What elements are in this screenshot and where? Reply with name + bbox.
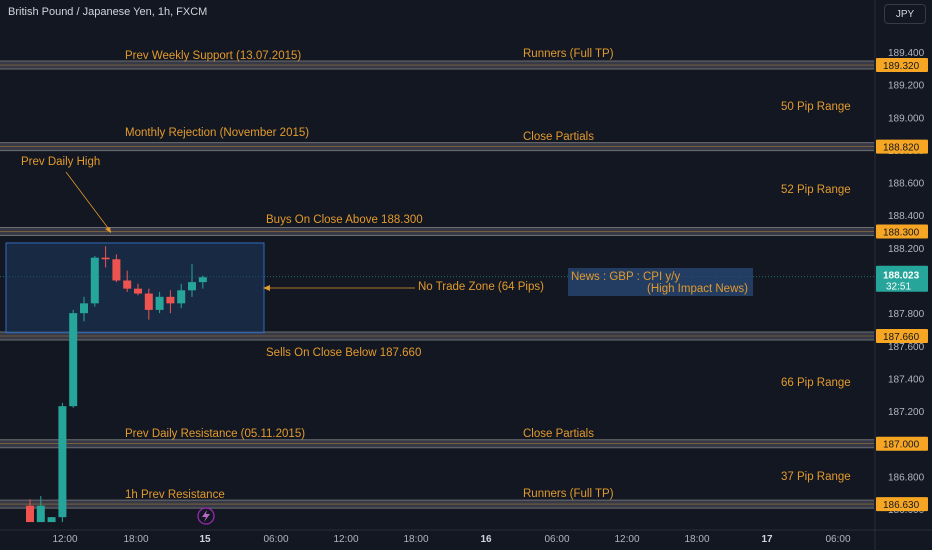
- time-tick-label: 18:00: [403, 534, 428, 545]
- annotation-pip-range-37[interactable]: 37 Pip Range: [781, 471, 851, 483]
- candle-body[interactable]: [26, 505, 34, 523]
- annotation-1h-prev-resistance[interactable]: 1h Prev Resistance: [125, 489, 225, 501]
- annotation-sells-on-close[interactable]: Sells On Close Below 187.660: [266, 347, 421, 359]
- time-tick-label: 12:00: [333, 534, 358, 545]
- price-level-tag-label: 187.660: [883, 332, 920, 343]
- news-title[interactable]: News : GBP : CPI y/y: [571, 271, 680, 283]
- time-tick-label: 06:00: [825, 534, 850, 545]
- candle-body[interactable]: [134, 288, 142, 294]
- candle-body[interactable]: [198, 277, 207, 283]
- time-tick-label: 18:00: [684, 534, 709, 545]
- annotation-pip-range-50[interactable]: 50 Pip Range: [781, 101, 851, 113]
- candle-body[interactable]: [90, 257, 99, 304]
- news-subtitle[interactable]: (High Impact News): [647, 283, 748, 295]
- candle-body[interactable]: [112, 259, 121, 281]
- annotation-pip-range-52[interactable]: 52 Pip Range: [781, 184, 851, 196]
- no-trade-zone-box[interactable]: [5, 242, 265, 334]
- annotation-runners-top[interactable]: Runners (Full TP): [523, 48, 614, 60]
- lightning-icon[interactable]: [197, 507, 215, 525]
- candle-body[interactable]: [177, 290, 186, 304]
- price-level-tag-label: 189.320: [883, 61, 920, 72]
- news-box[interactable]: [568, 268, 753, 296]
- price-level-tag-label: 187.000: [883, 440, 920, 451]
- candle-body[interactable]: [123, 280, 132, 289]
- price-level-tag: [876, 58, 928, 73]
- candle-body[interactable]: [80, 303, 88, 314]
- price-level-tag: [876, 436, 928, 451]
- prev-daily-high-arrow: [65, 171, 112, 233]
- price-tick-label: 187.600: [888, 342, 925, 353]
- price-tick-label: 189.200: [888, 81, 925, 92]
- price-level-tag: [876, 139, 928, 154]
- arrow-head-icon: [105, 227, 111, 233]
- price-tick-label: 187.800: [888, 309, 925, 320]
- time-tick-label: 12:00: [52, 534, 77, 545]
- price-tick-label: 187.200: [888, 407, 925, 418]
- annotation-buys-on-close[interactable]: Buys On Close Above 188.300: [266, 214, 423, 226]
- time-tick-label: 17: [761, 534, 773, 545]
- currency-button[interactable]: JPY: [884, 4, 926, 24]
- price-level-tag-label: 188.300: [883, 228, 920, 239]
- annotation-pip-range-66[interactable]: 66 Pip Range: [781, 377, 851, 389]
- annotation-close-partials-top[interactable]: Close Partials: [523, 131, 594, 143]
- price-level-tag: [876, 497, 928, 512]
- lightning-bolt-icon: [202, 510, 210, 522]
- annotation-prev-weekly-support[interactable]: Prev Weekly Support (13.07.2015): [125, 50, 301, 62]
- price-tick-label: 188.600: [888, 179, 925, 190]
- time-tick-label: 18:00: [123, 534, 148, 545]
- time-tick-label: 16: [480, 534, 492, 545]
- time-tick-label: 06:00: [263, 534, 288, 545]
- candle-body[interactable]: [144, 293, 153, 310]
- candle-body[interactable]: [58, 406, 67, 518]
- candle-body[interactable]: [188, 282, 196, 291]
- price-tick-label: 189.400: [888, 48, 925, 59]
- arrow-head-icon: [263, 285, 270, 291]
- candle-body[interactable]: [166, 296, 175, 304]
- price-tick-label: 189.000: [888, 113, 925, 124]
- time-tick-label: 06:00: [544, 534, 569, 545]
- annotation-monthly-rejection[interactable]: Monthly Rejection (November 2015): [125, 127, 309, 139]
- annotation-close-partials-bottom[interactable]: Close Partials: [523, 428, 594, 440]
- candle-body[interactable]: [155, 296, 164, 310]
- annotation-prev-daily-resistance[interactable]: Prev Daily Resistance (05.11.2015): [125, 428, 305, 440]
- current-price-tag: [876, 265, 928, 292]
- annotation-runners-bottom[interactable]: Runners (Full TP): [523, 488, 614, 500]
- price-tick-label: 188.400: [888, 211, 925, 222]
- price-level-tag-label: 188.820: [883, 143, 920, 154]
- candle-body[interactable]: [101, 257, 110, 260]
- price-level-tag-label: 186.630: [883, 500, 920, 511]
- price-level-tag: [876, 328, 928, 343]
- countdown-label: 32:51: [886, 282, 911, 293]
- price-tick-label: 188.200: [888, 244, 925, 255]
- candle-body[interactable]: [69, 313, 78, 407]
- candle-body[interactable]: [36, 505, 45, 523]
- price-tick-label: 187.400: [888, 374, 925, 385]
- annotation-prev-daily-high[interactable]: Prev Daily High: [21, 156, 100, 168]
- candle-body[interactable]: [47, 517, 56, 523]
- annotation-no-trade-zone[interactable]: No Trade Zone (64 Pips): [418, 281, 544, 293]
- time-tick-label: 12:00: [614, 534, 639, 545]
- current-price-label: 188.023: [883, 271, 920, 282]
- price-level-tag: [876, 224, 928, 239]
- symbol-title[interactable]: British Pound / Japanese Yen, 1h, FXCM: [8, 6, 208, 18]
- time-tick-label: 15: [199, 534, 211, 545]
- price-tick-label: 186.800: [888, 472, 925, 483]
